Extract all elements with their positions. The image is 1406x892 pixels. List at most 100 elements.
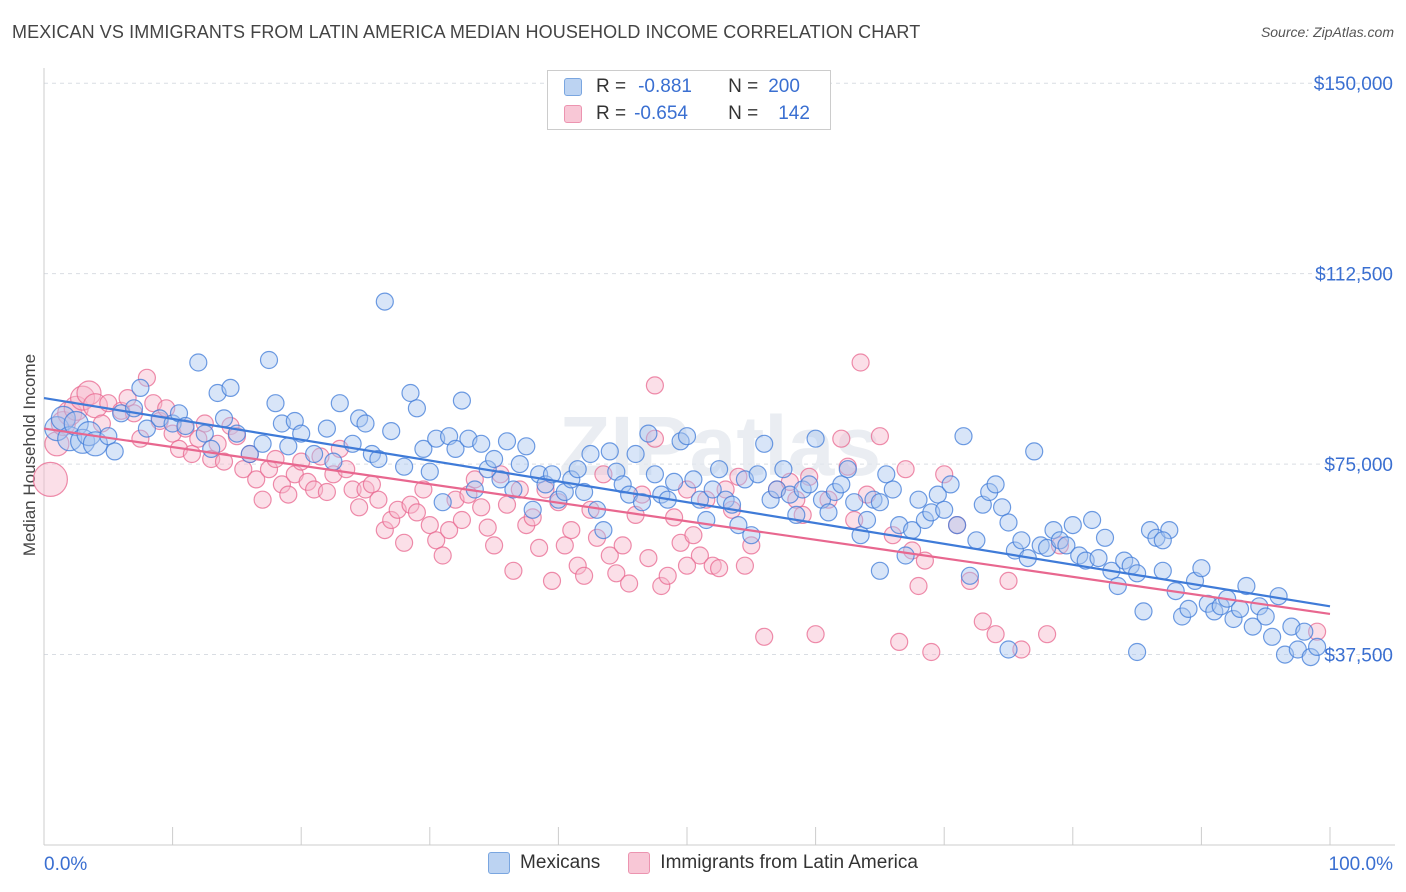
mexicans-point — [1301, 647, 1320, 667]
latin-america-point — [452, 510, 471, 530]
mexicans-point — [594, 520, 613, 540]
mexicans-point — [305, 444, 324, 464]
mexicans-point — [356, 414, 375, 433]
mexicans-point — [1179, 599, 1198, 619]
mexicans-point — [755, 434, 774, 453]
mexicans-point — [214, 409, 234, 428]
x-tick-label: 0.0% — [44, 854, 87, 875]
mexicans-point — [896, 546, 915, 565]
mexicans-point — [664, 472, 684, 491]
r-value: -0.881 — [638, 76, 692, 97]
mexicans-point — [401, 383, 420, 403]
mexicans-point — [870, 493, 890, 512]
latin-america-point — [562, 520, 581, 540]
mexicans-point — [414, 439, 433, 458]
y-tick-label: $75,000 — [1324, 455, 1393, 476]
latin-america-point — [118, 389, 137, 408]
latin-america-point — [973, 612, 992, 631]
series-mexicans-points — [44, 292, 1327, 667]
latin-america-point — [716, 480, 735, 499]
latin-america-point — [832, 429, 851, 448]
mexicans-point — [317, 419, 336, 438]
latin-america-point — [375, 520, 394, 540]
n-value: 200 — [768, 76, 800, 97]
n-label: N = — [728, 103, 759, 124]
mexicans-point — [221, 378, 240, 397]
latin-america-point — [32, 461, 69, 497]
latin-america-point — [677, 556, 697, 575]
series-legend: Mexicans Immigrants from Latin America — [0, 852, 1406, 874]
latin-america-point — [247, 470, 266, 489]
latin-america-point — [709, 559, 729, 578]
mexicans-point — [259, 350, 279, 370]
mexicans-point — [960, 566, 980, 585]
latin-america-point — [870, 427, 890, 446]
latin-america-point — [851, 353, 870, 372]
latin-america-point — [478, 518, 497, 537]
mexicans-point — [131, 378, 150, 397]
mexicans-point — [935, 500, 954, 519]
mexicans-point — [472, 434, 491, 453]
latin-america-point — [279, 485, 298, 504]
mexicans-point — [967, 531, 986, 550]
mexicans-point — [954, 427, 973, 446]
mexicans-point — [137, 419, 156, 438]
mexicans-point — [1172, 607, 1192, 626]
mexicans-point — [838, 460, 857, 479]
latin-america-point — [44, 431, 70, 457]
mexicans-point — [947, 515, 967, 535]
latin-america-point — [427, 531, 446, 550]
mexicans-point — [395, 457, 414, 476]
latin-america-point — [619, 574, 639, 593]
latin-america-point — [607, 564, 626, 583]
latin-america-point — [137, 368, 156, 387]
mexicans-swatch — [488, 852, 511, 874]
latin-america-point — [369, 490, 388, 509]
mexicans-trend-line — [43, 397, 1331, 608]
mexicans-point — [330, 394, 349, 413]
mexicans-point — [986, 475, 1005, 494]
mexicans-point — [279, 437, 298, 456]
latin-america-point — [922, 642, 941, 662]
legend-row-mexicans: R = -0.881 N = 200 — [564, 76, 800, 98]
latin-america-point — [395, 533, 414, 552]
mexicans-point — [1134, 602, 1153, 621]
mexicans-point — [1256, 607, 1275, 626]
mexicans-point — [1307, 637, 1327, 657]
latin-america-swatch — [628, 852, 651, 874]
mexicans-point — [574, 482, 594, 502]
mexicans-point — [845, 493, 864, 512]
mexicans-point — [761, 490, 780, 509]
mexicans-point — [504, 480, 523, 499]
latin-america-point — [574, 566, 594, 585]
mexicans-point — [189, 353, 208, 372]
mexicans-point — [1243, 617, 1262, 636]
mexicans-point — [1192, 559, 1211, 578]
mexicans-point — [883, 480, 902, 499]
latin-america-point — [536, 480, 555, 499]
latin-america-point — [890, 632, 909, 652]
mexicans-point — [999, 513, 1018, 532]
mexicans-point — [1095, 528, 1115, 547]
mexicans-point — [420, 462, 439, 481]
mexicans-point — [292, 424, 311, 443]
r-label: R = — [596, 76, 627, 97]
latin-america-point — [581, 500, 600, 519]
latin-america-point — [742, 536, 761, 555]
mexicans-point — [497, 432, 517, 451]
latin-america-point — [433, 546, 452, 565]
mexicans-point — [382, 422, 401, 441]
mexicans-point — [452, 391, 471, 410]
mexicans-point — [800, 475, 819, 494]
mexicans-point — [1063, 515, 1082, 535]
latin-america-point — [298, 472, 317, 491]
axes — [43, 68, 1395, 846]
mexicans-point — [709, 460, 729, 479]
mexicans-point — [632, 493, 652, 512]
mexicans-point — [1237, 576, 1256, 596]
legend-row-latin-america: R = -0.654 N = 142 — [564, 103, 810, 125]
mexicans-point — [806, 429, 825, 448]
latin-america-point — [343, 480, 362, 499]
chart-title: MEXICAN VS IMMIGRANTS FROM LATIN AMERICA… — [12, 22, 921, 42]
